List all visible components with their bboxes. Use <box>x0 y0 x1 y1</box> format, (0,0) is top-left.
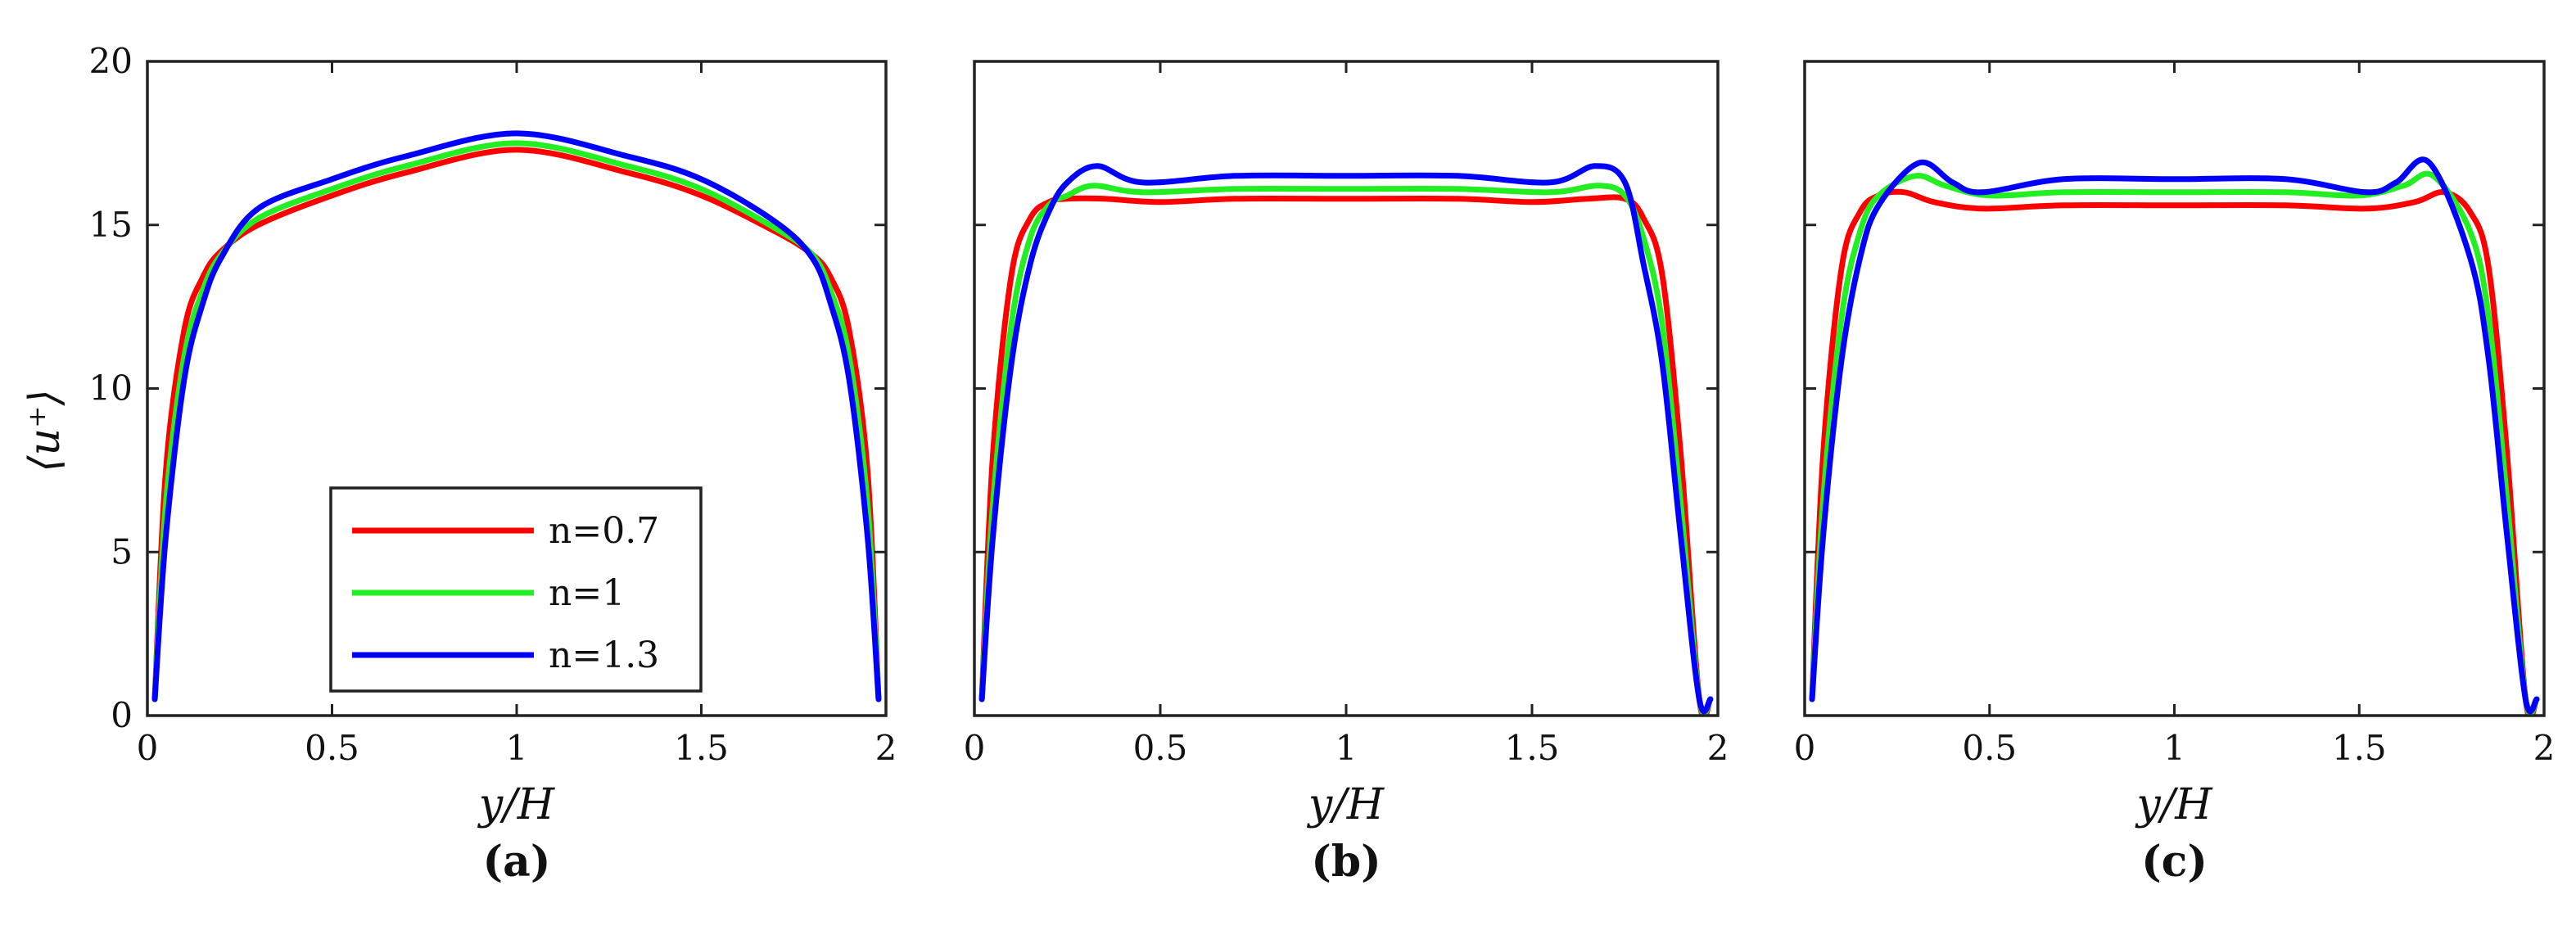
x-tick-label: 0 <box>964 728 986 768</box>
x-tick-label: 1 <box>506 728 528 768</box>
axes-frame <box>1803 60 2546 717</box>
x-tick-label: 0 <box>1794 728 1816 768</box>
y-tick-label: 5 <box>111 531 133 571</box>
y-axis-label: ⟨u⁺⟩ <box>20 389 70 472</box>
legend-label: n=1.3 <box>549 635 659 676</box>
series-group <box>978 163 1714 716</box>
panel-b: 0 0.5 1 1.5 2 y/H (b) <box>964 60 1729 887</box>
legend: n=0.7 n=1 n=1.3 <box>329 486 703 693</box>
x-tick-label: 2 <box>875 728 897 768</box>
series-line-n-1-3 <box>151 130 882 702</box>
panel-label: (b) <box>1311 837 1381 887</box>
series-group <box>151 130 882 702</box>
x-axis-label: y/H <box>2135 780 2213 829</box>
series-line-n-0-7 <box>151 147 882 702</box>
series-line-n-1 <box>151 140 882 702</box>
x-tick-label: 1 <box>1335 728 1358 768</box>
x-tick-label: 2 <box>1707 728 1729 768</box>
series-line-n-0-7 <box>1809 188 2540 716</box>
y-tick-label: 20 <box>89 41 133 81</box>
x-tick-label: 1.5 <box>1505 728 1560 768</box>
legend-label: n=1 <box>549 572 625 614</box>
panel-label: (c) <box>2141 837 2208 887</box>
series-line-n-1 <box>978 183 1714 716</box>
x-axis-label: y/H <box>477 780 556 829</box>
panel-label: (a) <box>483 837 551 887</box>
axes-frame <box>973 60 1720 717</box>
x-axis-label: y/H <box>1307 780 1385 829</box>
series-group <box>1809 156 2540 716</box>
legend-label: n=0.7 <box>549 510 659 552</box>
x-tick-label: 1.5 <box>674 728 729 768</box>
x-tick-label: 2 <box>2533 728 2556 768</box>
x-tick-label: 0.5 <box>305 728 359 768</box>
y-tick-label: 0 <box>111 695 133 735</box>
series-line-n-1 <box>1809 170 2540 716</box>
x-tick-label: 0.5 <box>1962 728 2017 768</box>
x-tick-label: 1 <box>2163 728 2185 768</box>
x-tick-label: 0.5 <box>1133 728 1188 768</box>
y-tick-label: 10 <box>89 368 133 409</box>
series-line-n-0-7 <box>978 194 1714 716</box>
x-tick-label: 1.5 <box>2332 728 2387 768</box>
series-line-n-1-3 <box>978 163 1714 715</box>
x-tick-label: 0 <box>137 728 159 768</box>
series-line-n-1-3 <box>1809 156 2540 715</box>
panel-c: 0 0.5 1 1.5 2 y/H (c) <box>1794 60 2556 887</box>
y-tick-label: 15 <box>89 205 133 245</box>
